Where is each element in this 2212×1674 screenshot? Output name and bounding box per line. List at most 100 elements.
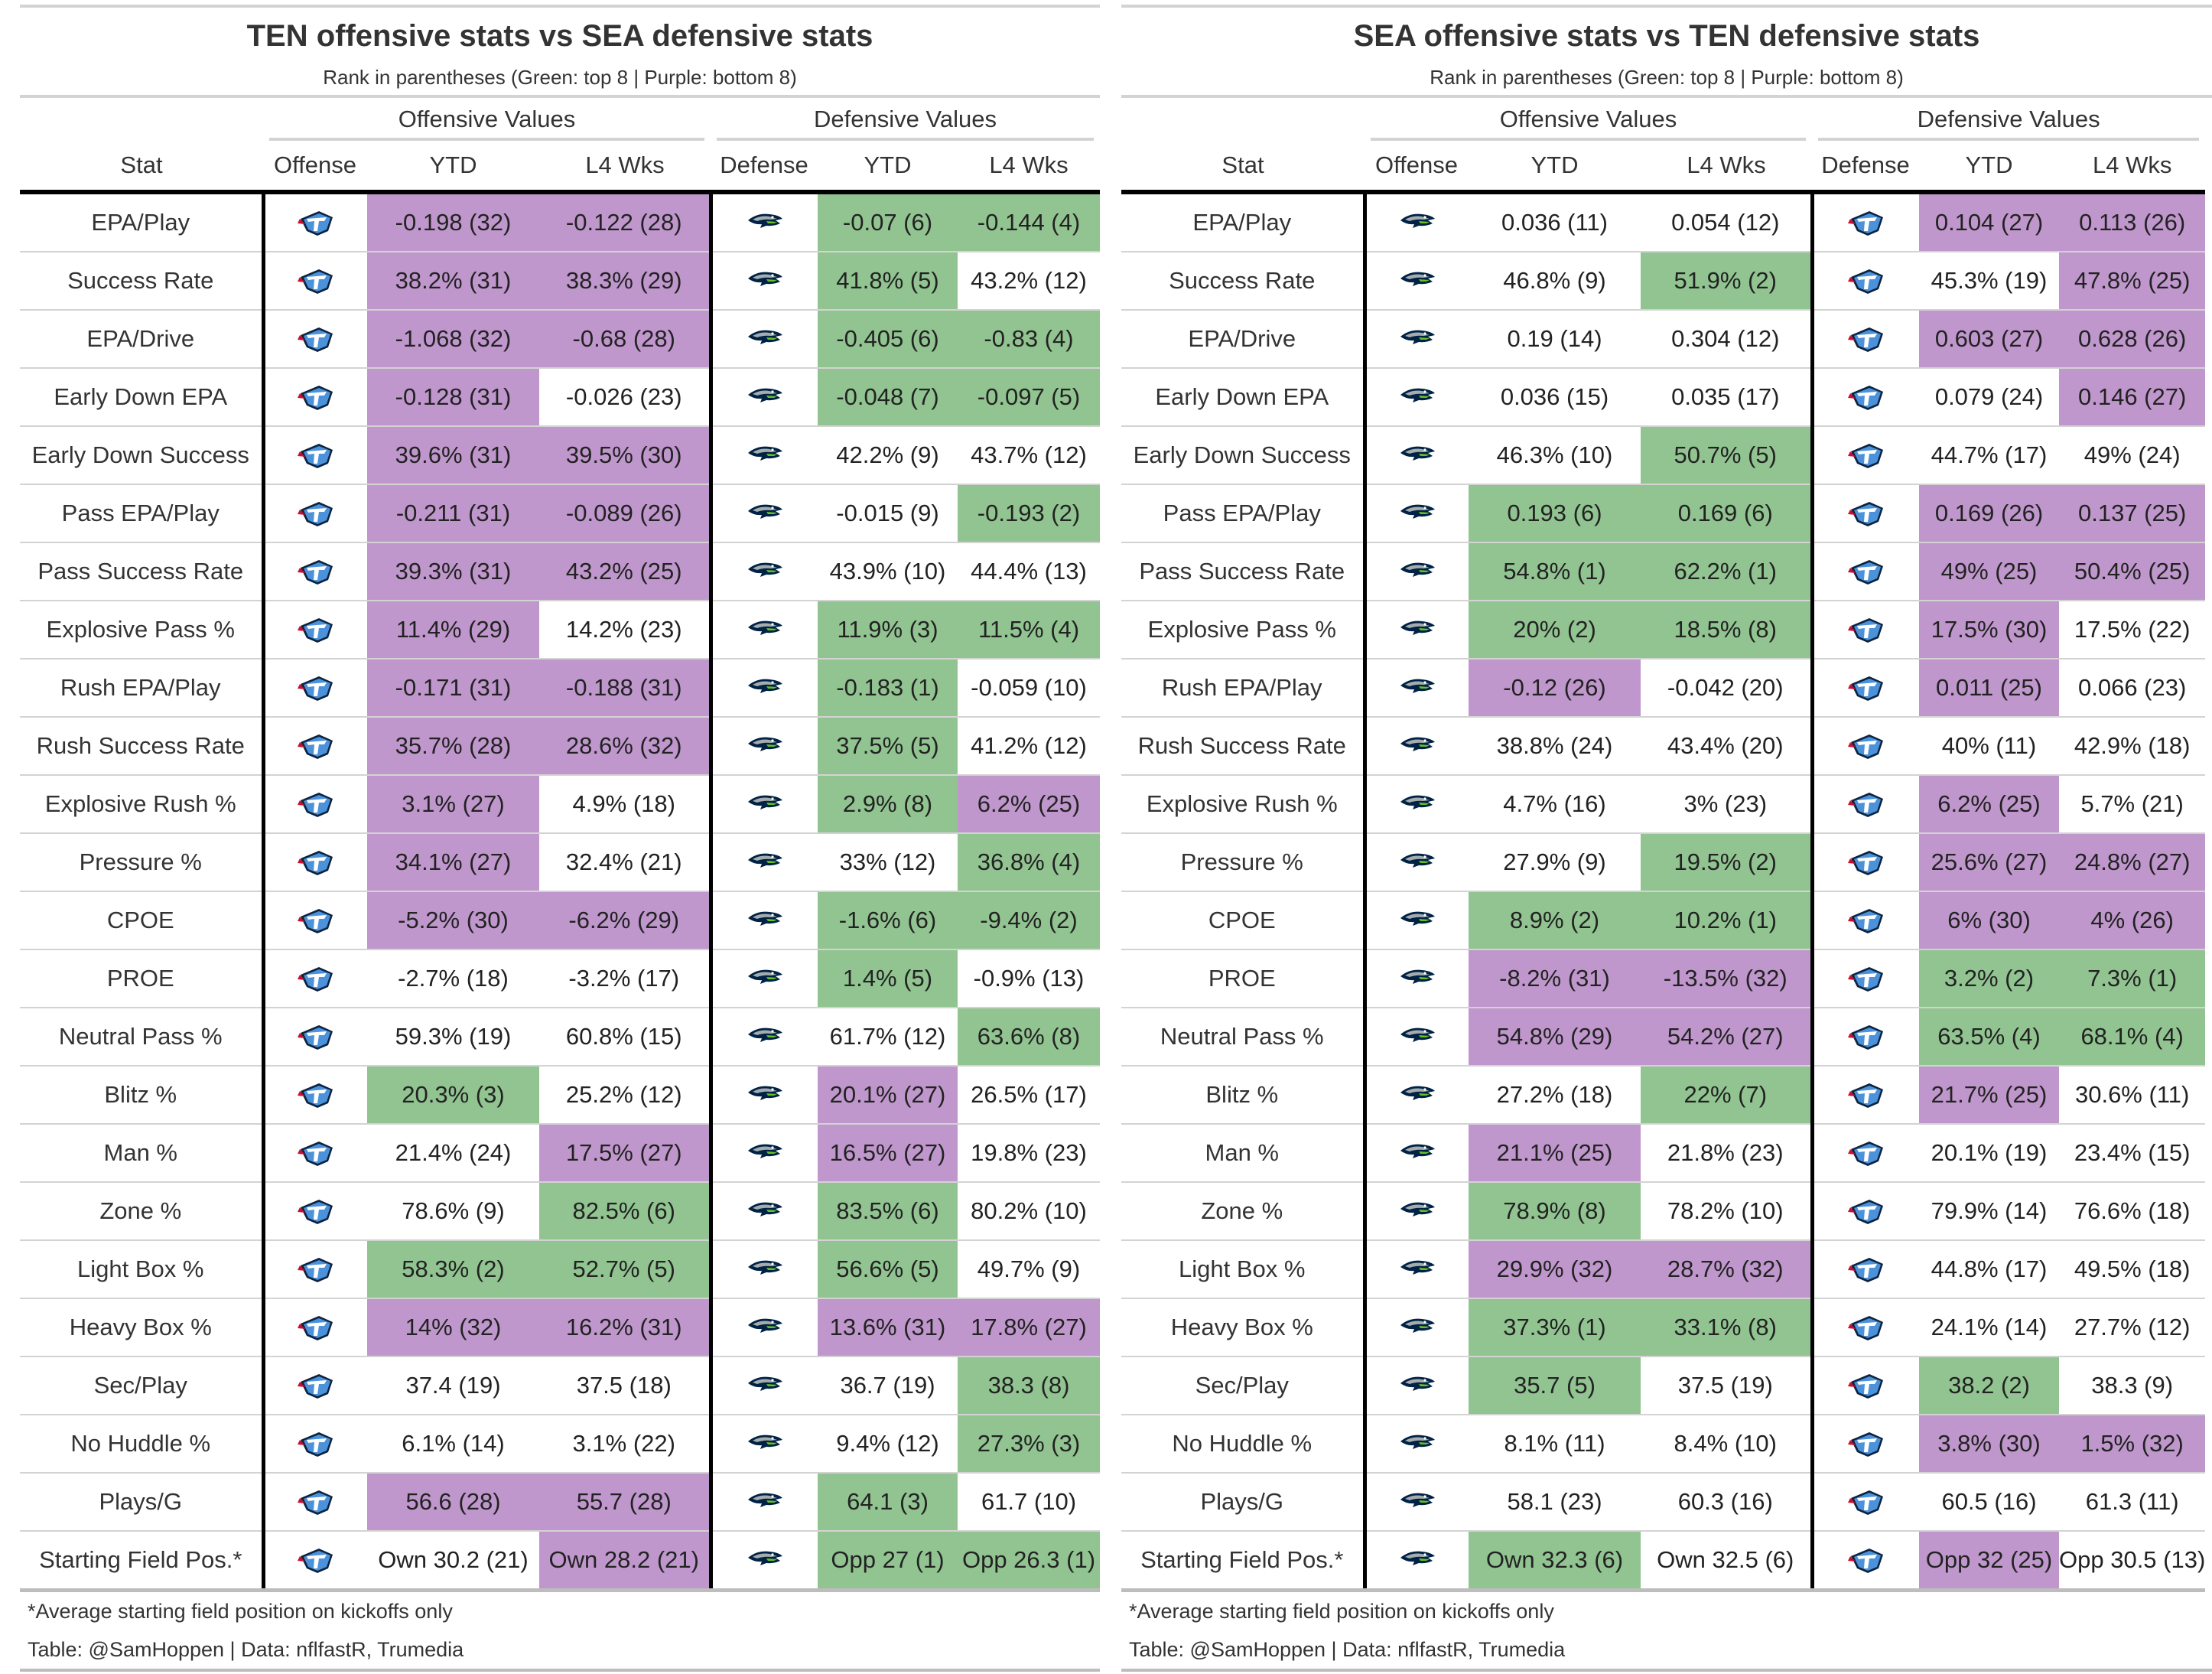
defense-ytd-value: 45.3% (19) [1919, 252, 2059, 311]
stat-label: Plays/G [1121, 1473, 1365, 1532]
titans-logo-icon [298, 269, 333, 295]
offense-l4-value: 3% (23) [1641, 775, 1812, 834]
seahawks-logo-icon [748, 1028, 783, 1043]
stat-label: Pass Success Rate [20, 542, 263, 601]
titans-logo-icon [298, 793, 333, 818]
seahawks-logo-icon [1400, 389, 1436, 403]
table-row: Pass EPA/Play -0.211 (31) -0.089 (26) -0.… [20, 484, 1100, 543]
offense-logo-cell [1362, 659, 1469, 718]
offense-l4-value: Own 28.2 (21) [539, 1531, 711, 1592]
stat-label: Man % [1121, 1124, 1365, 1183]
stat-label: Success Rate [1121, 252, 1365, 311]
table-row: Pass EPA/Play 0.193 (6) 0.169 (6) 0.169 (… [1121, 484, 2206, 543]
defense-logo-cell [708, 426, 818, 485]
offense-l4-value: 78.2% (10) [1641, 1182, 1812, 1241]
seahawks-logo-icon [1400, 1552, 1436, 1566]
offense-ytd-value: 54.8% (29) [1469, 1008, 1641, 1067]
seahawks-logo-icon [748, 1145, 783, 1159]
defense-ytd-value: 56.6% (5) [818, 1240, 958, 1299]
defense-l4-value: -0.193 (2) [958, 484, 1100, 543]
offense-logo-cell [1362, 484, 1469, 543]
offense-logo-cell [1362, 1124, 1469, 1183]
defense-ytd-value: -0.07 (6) [818, 192, 958, 252]
offense-ytd-value: 56.6 (28) [367, 1473, 539, 1532]
offense-logo-cell [261, 833, 367, 892]
titans-logo-icon [1848, 1083, 1884, 1109]
offense-logo-cell [261, 717, 367, 776]
offense-ytd-value: -8.2% (31) [1469, 949, 1641, 1008]
offense-logo-cell [261, 192, 367, 252]
defense-l4-value: -9.4% (2) [958, 891, 1100, 950]
defense-ytd-value: 13.6% (31) [818, 1298, 958, 1357]
stat-label: Success Rate [20, 252, 263, 311]
titans-logo-icon [1848, 1316, 1884, 1341]
defense-logo-cell [708, 717, 818, 776]
offense-ytd-value: 58.3% (2) [367, 1240, 539, 1299]
titans-logo-icon [1848, 1374, 1884, 1399]
titans-logo-icon [1848, 1549, 1884, 1574]
seahawks-logo-icon [1400, 912, 1436, 927]
seahawks-logo-icon [1400, 621, 1436, 636]
stat-label: Sec/Play [1121, 1356, 1365, 1415]
titans-logo-icon [298, 560, 333, 585]
defense-logo-cell [1810, 949, 1919, 1008]
stat-label: Blitz % [20, 1066, 263, 1125]
titans-logo-icon [1848, 1432, 1884, 1457]
seahawks-logo-icon [748, 331, 783, 345]
defense-l4-value: 0.066 (23) [2059, 659, 2206, 718]
defense-l4-value: 38.3 (9) [2059, 1356, 2206, 1415]
seahawks-logo-icon [748, 1377, 783, 1392]
offense-ytd-value: -0.128 (31) [367, 368, 539, 427]
titans-logo-icon [1848, 793, 1884, 818]
defense-ytd-value: 44.8% (17) [1919, 1240, 2059, 1299]
seahawks-logo-icon [748, 563, 783, 578]
seahawks-logo-icon [748, 796, 783, 810]
titans-logo-icon [298, 967, 333, 992]
titans-logo-icon [1848, 1200, 1884, 1225]
defense-logo-cell [1810, 542, 1919, 601]
defense-ytd-value: 38.2 (2) [1919, 1356, 2059, 1415]
offense-l4-value: 28.6% (32) [539, 717, 711, 776]
offense-l4-value: -0.026 (23) [539, 368, 711, 427]
table-row: No Huddle % 8.1% (11) 8.4% (10) 3.8% (30)… [1121, 1415, 2206, 1474]
defense-logo-cell [1810, 1066, 1919, 1125]
defense-l4-value: 63.6% (8) [958, 1008, 1100, 1067]
offense-l4-value: 52.7% (5) [539, 1240, 711, 1299]
table-row: Zone % 78.6% (9) 82.5% (6) 83.5% (6) 80.2%… [20, 1182, 1100, 1241]
seahawks-logo-icon [748, 505, 783, 519]
spanner-empty [1121, 98, 1365, 141]
titans-logo-icon [1848, 851, 1884, 876]
seahawks-logo-icon [1400, 272, 1436, 287]
table-row: Early Down Success 46.3% (10) 50.7% (5) 4… [1121, 426, 2206, 485]
defense-logo-cell [708, 192, 818, 252]
defense-ytd-value: 79.9% (14) [1919, 1182, 2059, 1241]
defense-logo-cell [1810, 1415, 1919, 1474]
seahawks-logo-icon [1400, 1203, 1436, 1217]
offense-l4-value: 0.169 (6) [1641, 484, 1812, 543]
stats-table: Offensive Values Defensive Values Stat O… [20, 98, 1100, 1592]
titans-logo-icon [298, 734, 333, 760]
offense-logo-cell [1362, 717, 1469, 776]
stat-label: Starting Field Pos.* [1121, 1531, 1365, 1592]
table-row: EPA/Play -0.198 (32) -0.122 (28) -0.07 (6… [20, 192, 1100, 252]
table-row: PROE -8.2% (31) -13.5% (32) 3.2% (2) 7.3% … [1121, 949, 2206, 1008]
footnote: *Average starting field position on kick… [28, 1600, 453, 1623]
defense-l4-value: -0.059 (10) [958, 659, 1100, 718]
titans-logo-icon [1848, 676, 1884, 702]
titans-logo-icon [298, 211, 333, 236]
offense-logo-cell [261, 949, 367, 1008]
defense-logo-cell [1810, 252, 1919, 311]
offense-logo-cell [261, 1531, 367, 1592]
col-header-stat: Stat [1121, 141, 1365, 194]
titans-logo-icon [1848, 967, 1884, 992]
col-header-stat: Stat [20, 141, 263, 194]
offense-l4-value: -3.2% (17) [539, 949, 711, 1008]
offense-ytd-value: 0.036 (11) [1469, 192, 1641, 252]
defense-ytd-value: 6.2% (25) [1919, 775, 2059, 834]
defense-ytd-value: 49% (25) [1919, 542, 2059, 601]
offense-ytd-value: 38.8% (24) [1469, 717, 1641, 776]
defense-logo-cell [708, 368, 818, 427]
offense-l4-value: 50.7% (5) [1641, 426, 1812, 485]
defense-logo-cell [1810, 1182, 1919, 1241]
offense-ytd-value: 59.3% (19) [367, 1008, 539, 1067]
